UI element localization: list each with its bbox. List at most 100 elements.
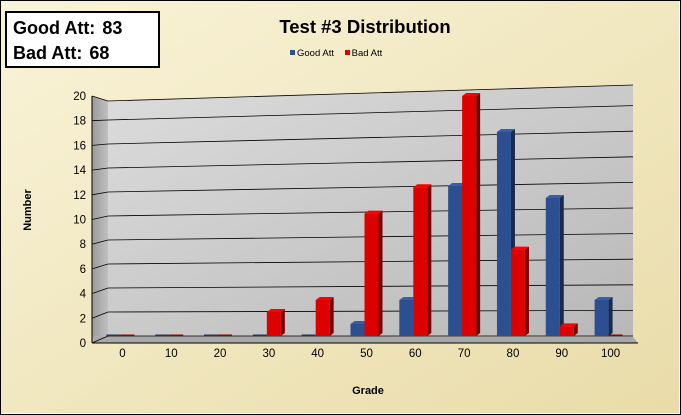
gridline-side — [91, 143, 109, 146]
bar-top — [594, 297, 613, 300]
bars — [106, 93, 623, 336]
legend-item-good-att: Good Att — [290, 48, 334, 59]
bar — [545, 195, 564, 336]
bar-front — [462, 96, 477, 336]
bar-top — [364, 210, 383, 214]
bar — [301, 334, 316, 336]
bar — [204, 334, 219, 336]
bar-top — [545, 195, 564, 198]
bar — [594, 297, 613, 336]
bar-front — [364, 213, 379, 336]
bar — [155, 334, 170, 336]
y-tick-label: 8 — [80, 239, 86, 251]
x-tick-label: 60 — [409, 348, 422, 360]
bar-side — [329, 297, 334, 336]
x-tick-label: 50 — [360, 348, 373, 360]
bar — [218, 334, 233, 336]
x-tick-labels: 0 10 20 30 40 50 60 70 80 90 100 — [119, 348, 620, 360]
bar-side — [427, 184, 432, 336]
bar — [252, 334, 267, 336]
x-tick-label: 10 — [165, 348, 178, 360]
bar-side — [608, 297, 613, 336]
bar-front — [510, 249, 525, 336]
bar — [462, 93, 481, 336]
bar-side — [573, 323, 578, 336]
bar — [315, 297, 334, 336]
bar-base — [204, 334, 219, 336]
bar-top — [510, 246, 529, 250]
bar-top — [448, 183, 467, 186]
bar-front — [496, 132, 511, 336]
gridline — [107, 130, 634, 145]
bar-base — [301, 334, 316, 336]
gridline-side — [91, 95, 109, 102]
bar-base — [252, 334, 267, 336]
bar-base — [120, 334, 135, 336]
y-tick-label: 16 — [73, 140, 86, 152]
x-tick-label: 100 — [601, 348, 620, 360]
y-tick-label: 2 — [80, 313, 86, 325]
gridline — [107, 156, 634, 169]
bar-front — [399, 300, 414, 336]
gridline-side — [91, 215, 109, 220]
legend-label-bad-att: Bad Att — [351, 48, 383, 59]
legend-swatch-bad-att — [344, 50, 350, 55]
y-tick-label: 12 — [73, 190, 86, 202]
gridline-side — [91, 119, 109, 122]
bar — [559, 323, 578, 336]
y-tick-label: 20 — [73, 91, 86, 103]
legend-label-good-att: Good Att — [297, 48, 334, 59]
chart-title: Test #3 Distribution — [279, 16, 451, 37]
bar-side — [559, 195, 564, 336]
attendance-summary-box: Good Att: 83 Bad Att: 68 — [5, 11, 160, 68]
gridline-side — [91, 167, 109, 171]
bar-top — [462, 93, 481, 96]
x-tick-label: 20 — [214, 348, 227, 360]
bar — [510, 246, 529, 336]
legend-item-bad-att: Bad Att — [344, 48, 383, 59]
bar-front — [559, 326, 574, 336]
y-tick-label: 0 — [80, 338, 86, 350]
bar-base — [106, 334, 121, 336]
y-tick-label: 18 — [73, 116, 86, 128]
bar-side — [524, 246, 529, 336]
bar-front — [545, 198, 560, 336]
bar-top — [559, 323, 578, 327]
x-tick-label: 70 — [458, 348, 471, 360]
plot-side-wall — [92, 96, 108, 337]
bar — [266, 309, 285, 336]
x-tick-label: 30 — [262, 348, 275, 360]
x-axis-label: Grade — [352, 385, 384, 397]
gridline-side — [91, 263, 109, 270]
bar-top — [413, 184, 432, 188]
y-tick-labels: 0 2 4 6 8 10 12 14 16 18 20 — [73, 91, 86, 350]
bad-att-summary: Bad Att: 68 — [13, 41, 158, 66]
good-att-value: 83 — [102, 18, 123, 38]
bar — [106, 334, 121, 336]
bar-front — [594, 300, 609, 336]
bar-top — [496, 129, 515, 132]
bar-top — [315, 297, 334, 300]
y-tick-label: 4 — [80, 289, 87, 301]
bar-top — [399, 297, 418, 300]
y-axis-label: Number — [22, 189, 34, 231]
gridline — [107, 182, 634, 193]
y-tick-label: 6 — [80, 264, 86, 276]
x-tick-label: 90 — [555, 348, 568, 360]
bar-front — [350, 324, 365, 336]
x-tick-label: 40 — [311, 348, 324, 360]
good-att-label: Good Att: — [13, 18, 96, 38]
bar-base — [608, 334, 623, 336]
gridline-side — [91, 239, 109, 245]
gridline — [107, 105, 634, 121]
bad-att-label: Bad Att: — [13, 43, 83, 63]
gridline-side — [91, 191, 109, 196]
bar — [120, 334, 135, 336]
bar-base — [155, 334, 170, 336]
bad-att-value: 68 — [89, 43, 110, 63]
bar — [413, 184, 432, 336]
bar — [364, 210, 383, 336]
gridline-side — [91, 335, 109, 344]
bar-front — [266, 312, 281, 336]
